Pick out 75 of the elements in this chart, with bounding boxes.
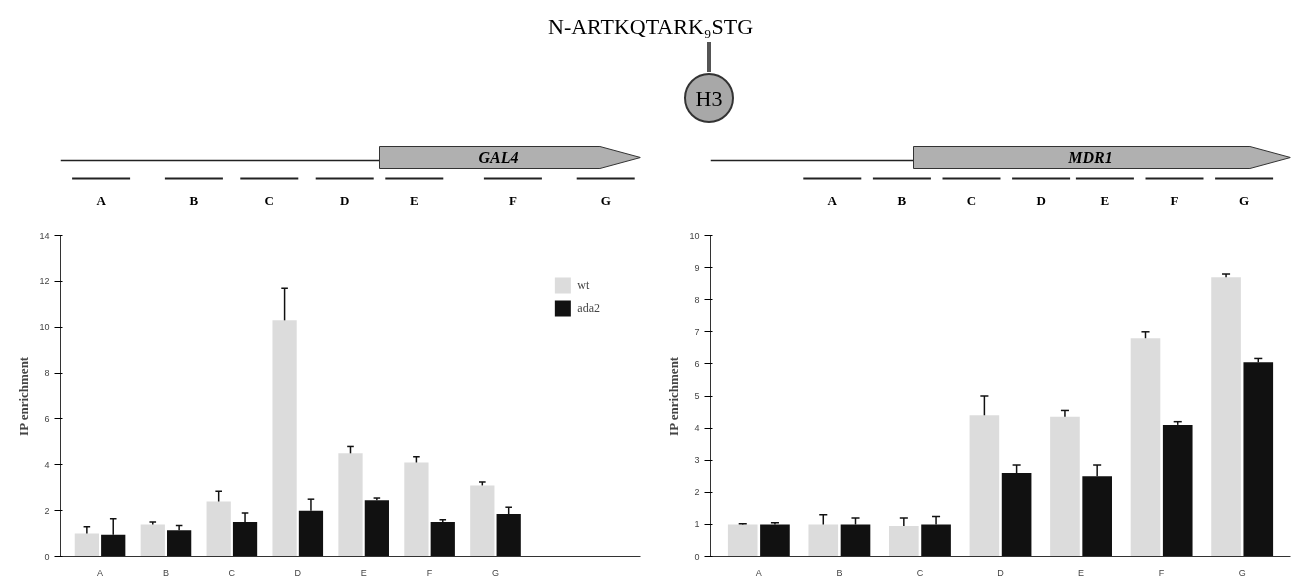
y-tick-label: 2 bbox=[44, 505, 50, 516]
text: C bbox=[264, 193, 274, 208]
x-tick-label: G bbox=[492, 567, 500, 578]
x-tick-label: B bbox=[836, 567, 843, 578]
bar bbox=[889, 526, 919, 557]
bar bbox=[430, 522, 455, 557]
bar bbox=[1050, 416, 1080, 557]
y-tick-label: 8 bbox=[694, 294, 700, 305]
y-tick-label: 7 bbox=[694, 326, 700, 337]
x-tick-label: E bbox=[1078, 567, 1085, 578]
bar bbox=[470, 485, 495, 557]
bar bbox=[969, 415, 1000, 557]
text: D bbox=[1036, 193, 1046, 208]
x-tick-label: A bbox=[755, 567, 762, 578]
y-tick-label: 5 bbox=[694, 391, 700, 401]
text: C bbox=[966, 193, 977, 208]
x-tick-label: F bbox=[1158, 567, 1165, 578]
y-tick-label: 9 bbox=[694, 262, 700, 273]
y-tick-label: 10 bbox=[689, 230, 700, 241]
bar bbox=[760, 524, 790, 557]
legend-label: wt bbox=[577, 277, 591, 293]
y-tick-label: 6 bbox=[44, 413, 50, 424]
text: F bbox=[1170, 193, 1179, 208]
y-tick-label: 0 bbox=[694, 551, 700, 562]
bar bbox=[338, 453, 363, 557]
bar bbox=[74, 533, 99, 557]
bar bbox=[140, 524, 165, 557]
x-tick-label: D bbox=[294, 567, 302, 578]
x-tick-label: E bbox=[360, 567, 367, 578]
bar bbox=[1211, 277, 1241, 557]
text: F bbox=[508, 193, 517, 208]
bar bbox=[167, 530, 192, 557]
y-tick-label: 12 bbox=[39, 276, 50, 287]
text: E bbox=[1100, 193, 1110, 208]
text: B bbox=[897, 193, 907, 208]
bar bbox=[727, 524, 758, 557]
bar bbox=[1243, 362, 1274, 557]
x-tick-label: C bbox=[228, 567, 236, 578]
x-tick-label: F bbox=[426, 567, 433, 578]
y-tick-label: 8 bbox=[44, 368, 50, 379]
text: N-ARTKQTARK₉STG bbox=[547, 14, 754, 39]
text: GAL4 bbox=[478, 149, 519, 166]
y-tick-label: 6 bbox=[694, 358, 700, 369]
x-tick-label: C bbox=[916, 567, 924, 578]
text: MDR1 bbox=[1067, 149, 1113, 166]
y-axis-title: IP enrichment bbox=[16, 356, 32, 436]
text: A bbox=[827, 193, 838, 208]
y-tick-label: 14 bbox=[39, 230, 50, 241]
y-tick-label: 4 bbox=[694, 423, 700, 434]
text: A bbox=[96, 193, 107, 208]
text: D bbox=[340, 193, 350, 208]
text: H3 bbox=[695, 85, 723, 111]
bar bbox=[272, 320, 297, 557]
y-tick-label: 0 bbox=[44, 551, 50, 562]
bar bbox=[206, 501, 231, 557]
bar bbox=[404, 462, 429, 557]
bar bbox=[1130, 338, 1161, 557]
text: G bbox=[1239, 193, 1250, 208]
y-tick-label: 4 bbox=[44, 459, 50, 470]
bar bbox=[1162, 424, 1193, 557]
bar bbox=[808, 524, 839, 557]
y-tick-label: 2 bbox=[694, 487, 700, 498]
text: B bbox=[189, 193, 199, 208]
text: G bbox=[600, 193, 611, 208]
x-tick-label: A bbox=[97, 567, 104, 578]
x-tick-label: B bbox=[162, 567, 169, 578]
legend-label: ada2 bbox=[577, 300, 600, 316]
x-tick-label: D bbox=[997, 567, 1005, 578]
y-tick-label: 3 bbox=[694, 455, 700, 466]
x-tick-label: G bbox=[1238, 567, 1246, 578]
y-axis-title: IP enrichment bbox=[666, 356, 682, 436]
y-tick-label: 10 bbox=[39, 322, 50, 333]
bar bbox=[364, 500, 389, 557]
text: E bbox=[409, 193, 419, 208]
y-tick-label: 1 bbox=[694, 519, 700, 530]
